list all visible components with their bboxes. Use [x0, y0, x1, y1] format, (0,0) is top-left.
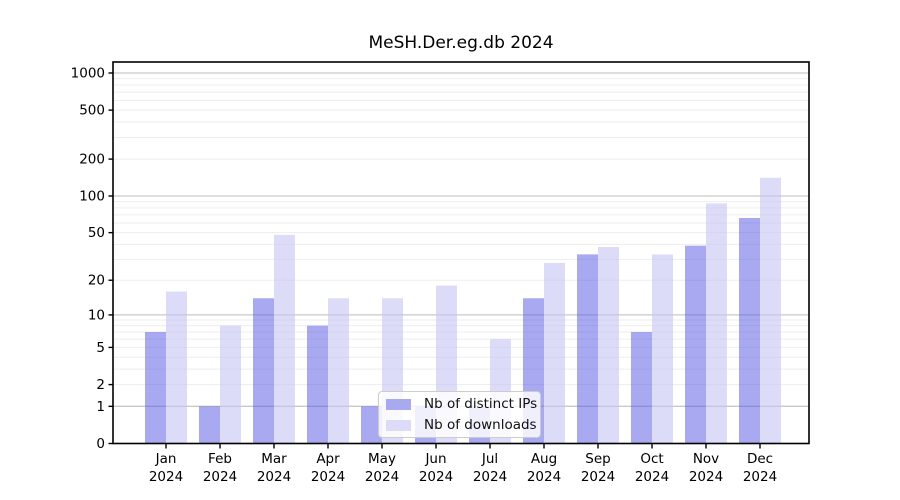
- x-tick-label-year: 2024: [257, 469, 291, 485]
- x-tick-label-month: Jul: [481, 451, 498, 467]
- x-tick-label-month: Feb: [208, 451, 232, 467]
- x-tick-label-year: 2024: [311, 469, 345, 485]
- x-tick-label-month: Jun: [424, 451, 446, 467]
- legend-box: Nb of distinct IPs Nb of downloads: [378, 391, 541, 438]
- x-tick-label-month: Oct: [640, 451, 663, 467]
- bar-distinct-ips: [685, 245, 706, 444]
- y-tick-label: 20: [88, 273, 105, 289]
- x-tick-label-year: 2024: [473, 469, 507, 485]
- x-tick-label-month: Mar: [261, 451, 287, 467]
- y-tick-label: 10: [88, 307, 105, 323]
- x-tick-label-year: 2024: [689, 469, 723, 485]
- bar-downloads: [760, 177, 781, 444]
- plot-border: [112, 61, 810, 445]
- bar-downloads: [274, 234, 295, 444]
- bar-distinct-ips: [361, 406, 382, 444]
- x-tick-label-year: 2024: [365, 469, 399, 485]
- x-tick-label-year: 2024: [743, 469, 777, 485]
- legend-swatch-downloads: [386, 419, 411, 431]
- x-tick-label-month: Nov: [693, 451, 719, 467]
- x-tick-label-year: 2024: [581, 469, 615, 485]
- bar-downloads: [706, 203, 727, 444]
- x-tick-label-year: 2024: [635, 469, 669, 485]
- y-tick-label: 500: [79, 103, 105, 119]
- x-tick-label-year: 2024: [149, 469, 183, 485]
- x-tick-label-month: Aug: [531, 451, 557, 467]
- y-tick-label: 100: [79, 189, 105, 205]
- bar-downloads: [328, 298, 349, 444]
- chart-title: MeSH.Der.eg.db 2024: [368, 33, 554, 53]
- y-tick-label: 1000: [71, 66, 105, 82]
- x-tick-label-month: Apr: [316, 451, 340, 467]
- x-tick-label-year: 2024: [527, 469, 561, 485]
- y-tick-label: 5: [96, 340, 105, 356]
- bar-downloads: [544, 262, 565, 444]
- bar-distinct-ips: [199, 406, 220, 444]
- bar-downloads: [166, 291, 187, 444]
- bar-distinct-ips: [253, 298, 274, 444]
- x-tick-label-year: 2024: [419, 469, 453, 485]
- bar-distinct-ips: [577, 254, 598, 444]
- bar-distinct-ips: [631, 331, 652, 444]
- x-tick-label-month: Sep: [585, 451, 610, 467]
- legend-label-downloads: Nb of downloads: [424, 417, 537, 433]
- y-tick-label: 0: [96, 436, 105, 452]
- bar-distinct-ips: [145, 331, 166, 444]
- y-tick-label: 50: [88, 225, 105, 241]
- legend-item-downloads: Nb of downloads: [386, 417, 540, 434]
- y-tick-label: 1: [96, 399, 105, 415]
- legend-label-distinct-ips: Nb of distinct IPs: [424, 396, 538, 412]
- y-tick-label: 200: [79, 152, 105, 168]
- x-tick-label-month: May: [368, 451, 396, 467]
- legend-swatch-distinct-ips: [386, 398, 411, 410]
- legend-item-distinct-ips: Nb of distinct IPs: [386, 396, 540, 413]
- x-tick-label-month: Jan: [155, 451, 177, 467]
- bar-downloads: [652, 254, 673, 444]
- bar-downloads: [598, 247, 619, 444]
- bar-distinct-ips: [307, 325, 328, 444]
- x-tick-label-month: Dec: [747, 451, 773, 467]
- y-tick-label: 2: [96, 377, 105, 393]
- bar-distinct-ips: [739, 218, 760, 444]
- x-tick-label-year: 2024: [203, 469, 237, 485]
- bar-downloads: [220, 325, 241, 444]
